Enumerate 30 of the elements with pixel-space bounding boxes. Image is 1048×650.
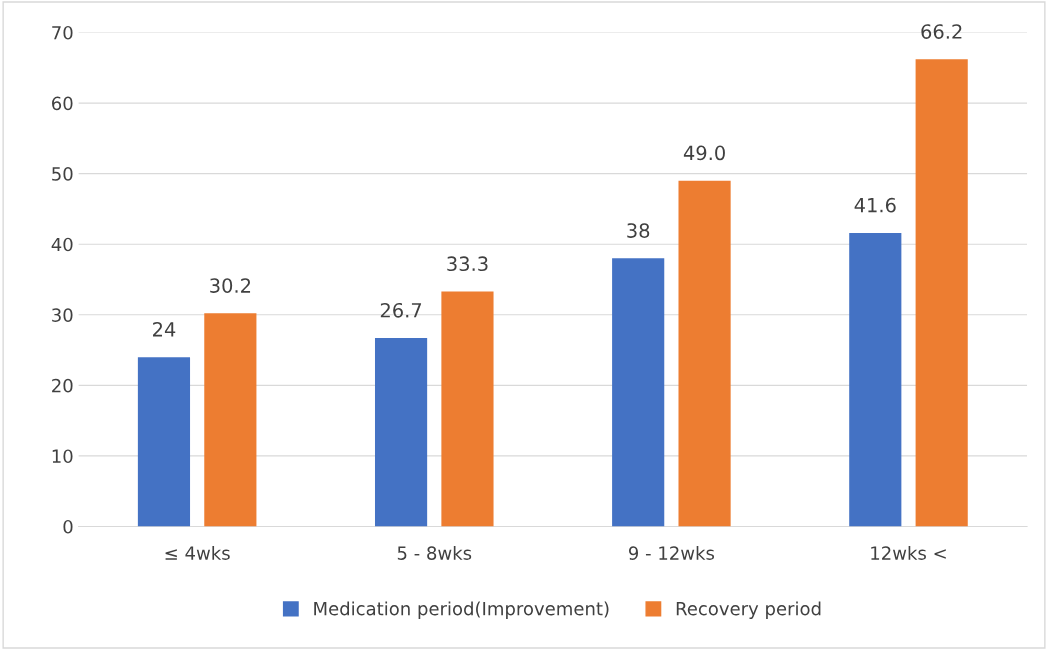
legend-label: Recovery period <box>676 601 821 619</box>
data-label: 41.6 <box>854 197 896 213</box>
bar <box>441 291 494 527</box>
y-tick-label: 40 <box>51 237 73 252</box>
bar <box>612 258 665 527</box>
data-label: 38 <box>627 223 650 238</box>
y-tick-label: 10 <box>52 449 73 464</box>
data-label: 24 <box>153 321 176 337</box>
y-tick-label: 20 <box>52 378 73 393</box>
bar <box>374 338 428 527</box>
x-tick-label: 12wks < <box>871 545 946 560</box>
data-label: 30.2 <box>210 278 251 293</box>
data-label: 26.7 <box>380 302 422 318</box>
data-label: 66.2 <box>921 24 962 39</box>
legend-label: Medication period(Improvement) <box>314 601 609 619</box>
y-tick-label: 50 <box>52 167 73 181</box>
x-tick-label: 9 - 12wks <box>628 545 715 560</box>
data-label: 33.3 <box>447 256 488 272</box>
bar <box>915 59 968 527</box>
bar <box>849 232 902 527</box>
x-tick-label: 5 - 8wks <box>397 545 472 560</box>
data-label: 49.0 <box>683 145 725 161</box>
y-tick-label: 60 <box>52 96 73 111</box>
y-tick-label: 30 <box>52 308 73 322</box>
y-tick-label: 0 <box>63 519 73 534</box>
bar <box>678 180 731 527</box>
bar <box>204 313 257 527</box>
y-tick-label: 70 <box>52 25 73 40</box>
bar <box>137 357 191 527</box>
x-tick-label: ≤ 4wks <box>165 545 230 560</box>
